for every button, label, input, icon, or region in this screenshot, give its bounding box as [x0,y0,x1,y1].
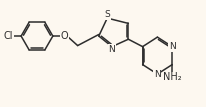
Text: N: N [169,42,176,51]
Text: S: S [104,10,110,19]
Text: NH₂: NH₂ [163,72,181,82]
Text: O: O [61,31,68,41]
Text: N: N [154,70,161,79]
Text: N: N [109,45,115,54]
Text: Cl: Cl [4,31,13,41]
